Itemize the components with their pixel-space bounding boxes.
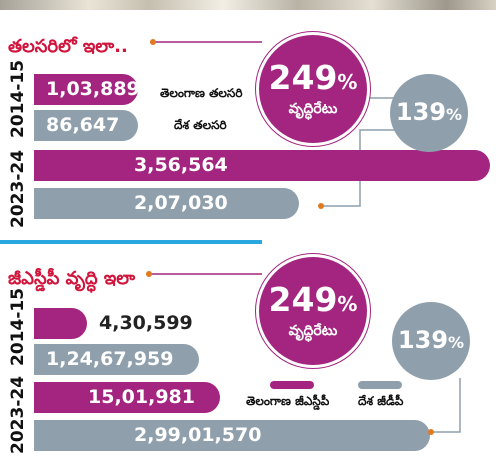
growth-unit: % xyxy=(448,332,465,352)
growth-value: 139 xyxy=(395,97,447,126)
growth-circle-india: 139% xyxy=(392,302,470,380)
growth-unit: % xyxy=(446,104,463,124)
data-label: 2,07,030 xyxy=(134,192,228,214)
connector-line-growth-small xyxy=(430,378,461,433)
data-label: 86,647 xyxy=(46,114,120,136)
tick-label-2023-24: 2023-24 xyxy=(8,375,28,454)
tick-label-2023-24: 2023-24 xyxy=(8,149,28,228)
growth-circle-telangana: 249% వృద్ధిరేటు xyxy=(256,32,370,146)
connector-lines xyxy=(148,273,461,433)
data-label: 2,99,01,570 xyxy=(134,424,262,446)
bar-india-2014-15: 86,647 xyxy=(34,110,138,141)
connector-dot xyxy=(318,203,324,209)
growth-circle-telangana: 249% వృద్ధిరేటు xyxy=(256,254,370,368)
top-photo-strip xyxy=(0,0,496,10)
data-label: 1,03,889 xyxy=(46,78,140,100)
gsdp-panel: జీఎస్డీపీ వృద్ధి ఇలా 2014-15 2023-24 4,3… xyxy=(0,246,496,464)
bar-india-2023-24: 2,07,030 xyxy=(34,188,299,219)
section-divider xyxy=(0,240,262,244)
chart-title: తలసరిలో ఇలా.. xyxy=(8,36,128,57)
bar-telangana-2014-15 xyxy=(34,308,87,339)
bar-telangana-2023-24: 15,01,981 xyxy=(34,382,220,413)
growth-value: 249 xyxy=(268,280,338,319)
tick-label-2014-15: 2014-15 xyxy=(8,287,28,366)
bar-india-2023-24: 2,99,01,570 xyxy=(34,420,430,451)
legend-swatch-india xyxy=(358,381,402,389)
heading-dot xyxy=(150,39,156,45)
legend-india: దేశ జీడీపీ xyxy=(358,394,404,408)
growth-unit: % xyxy=(337,292,358,316)
legend-india: దేశ తలసరి xyxy=(174,118,227,132)
data-label: 1,24,67,959 xyxy=(46,348,174,370)
heading-dot xyxy=(146,271,152,277)
data-label: 3,56,564 xyxy=(134,154,228,176)
connector-dot xyxy=(428,429,434,435)
growth-value: 139 xyxy=(397,325,449,354)
data-label: 15,01,981 xyxy=(88,386,195,408)
growth-circle-india: 139% xyxy=(390,74,468,152)
bar-telangana-2023-24: 3,56,564 xyxy=(34,150,490,181)
growth-text: వృద్ధిరేటు xyxy=(288,101,338,117)
tick-label-2014-15: 2014-15 xyxy=(8,59,28,138)
growth-unit: % xyxy=(337,70,358,94)
growth-value: 249 xyxy=(268,58,338,97)
legend-telangana: తెలంగాణ జీఎస్డీపీ xyxy=(246,394,330,408)
per-capita-panel: తలసరిలో ఇలా.. 2014-15 2023-24 1,03,889 8… xyxy=(0,10,496,238)
bar-india-2014-15: 1,24,67,959 xyxy=(34,344,199,375)
chart-title: జీఎస్డీపీ వృద్ధి ఇలా xyxy=(8,268,136,289)
legend-telangana: తెలంగాణ తలసరి xyxy=(160,86,243,100)
bar-telangana-2014-15: 1,03,889 xyxy=(34,74,140,105)
data-label-telangana-2014-15: 4,30,599 xyxy=(99,312,193,334)
growth-text: వృద్ధిరేటు xyxy=(288,323,338,339)
legend-swatch-telangana xyxy=(270,381,314,389)
